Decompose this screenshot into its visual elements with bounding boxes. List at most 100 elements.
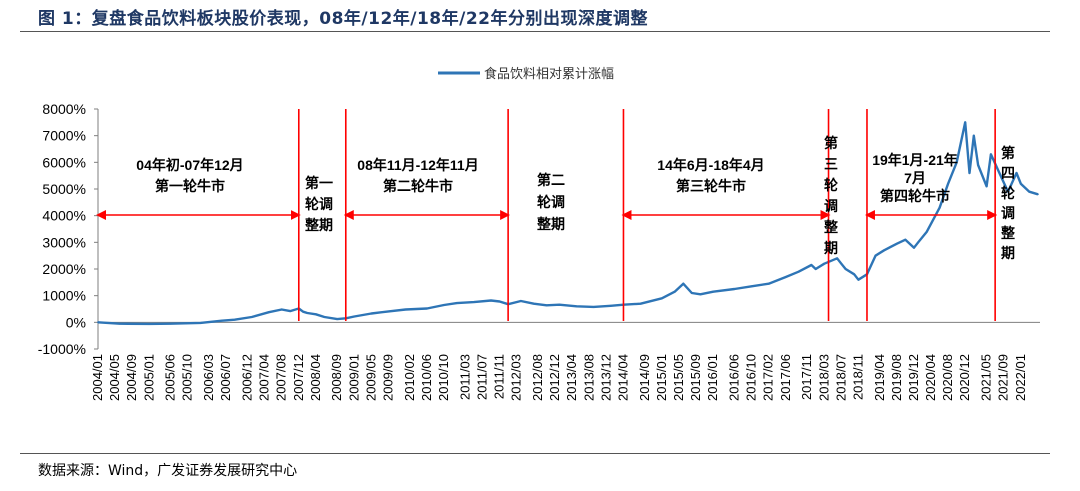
data-point (797, 270, 800, 273)
annotation-line: 轮调 (537, 194, 565, 210)
x-tick-label: 2010/10 (436, 354, 451, 401)
x-tick-label: 2015/09 (688, 354, 703, 401)
data-point (977, 164, 979, 166)
data-point (532, 302, 535, 305)
x-tick-label: 2018/11 (850, 354, 865, 400)
x-tick-label: 2013/04 (564, 354, 579, 401)
data-point (473, 301, 475, 303)
y-tick-label: 5000% (42, 181, 86, 197)
data-point (955, 161, 958, 164)
x-tick-label: 2011/11 (492, 354, 507, 399)
data-point (148, 323, 151, 325)
annotation-line: 轮 (824, 177, 838, 193)
data-point (883, 249, 885, 252)
annotation-line: 整期 (304, 217, 333, 233)
data-point (814, 268, 817, 270)
x-tick-label: 2005/06 (163, 354, 178, 401)
data-point (938, 206, 941, 209)
data-point (673, 290, 676, 293)
data-point (404, 308, 407, 311)
x-tick-label: 2009/05 (363, 354, 378, 401)
data-point (964, 121, 967, 124)
x-tick-label: 2021/05 (979, 354, 994, 401)
x-tick-label: 2019/12 (906, 354, 921, 401)
data-point (968, 172, 971, 174)
data-point (985, 185, 988, 188)
annotation-line: 期 (824, 240, 838, 256)
annotation-line: 期 (1001, 245, 1015, 261)
data-point (97, 321, 99, 324)
x-tick-labels: 2004/01 2004/05 2004/09 2005/01 2005/06 2005/… (90, 354, 1028, 401)
data-point (639, 302, 642, 305)
data-point (784, 276, 787, 278)
data-point (609, 304, 612, 307)
x-tick-label: 2008/04 (308, 354, 323, 401)
y-tick-label: 2000% (42, 261, 86, 277)
data-point (233, 318, 236, 321)
data-point (169, 322, 172, 325)
annotation-line: 7月 (904, 170, 926, 186)
data-point (443, 304, 445, 306)
annotation-line: 第 (824, 135, 838, 151)
x-tick-label: 2013/12 (598, 354, 613, 401)
data-point (1037, 193, 1039, 196)
data-point (1028, 190, 1031, 193)
data-point (810, 264, 813, 266)
x-tick-label: 2013/08 (581, 354, 596, 401)
annotation-line: 第四轮牛市 (880, 188, 950, 204)
data-point (917, 241, 920, 244)
x-tick-label: 2016/01 (705, 354, 720, 401)
x-tick-label: 2014/04 (615, 354, 630, 401)
annotation-line: 调 (824, 198, 838, 214)
x-tick-label: 2019/08 (889, 354, 904, 401)
x-tick-label: 2020/12 (957, 354, 972, 401)
data-point (836, 257, 838, 260)
data-point (925, 230, 928, 233)
data-point (250, 316, 253, 318)
data-point (712, 290, 715, 293)
data-point (323, 316, 326, 318)
y-tick-label: 3000% (42, 234, 86, 250)
annotation-line: 04年初-07年12月 (136, 157, 243, 173)
data-point (844, 268, 847, 270)
x-tick-label: 2022/01 (1013, 354, 1028, 401)
annotation-line: 第二 (537, 172, 565, 188)
x-tick-label: 2006/03 (201, 354, 216, 401)
x-tick-label: 2015/05 (671, 354, 686, 401)
data-point (456, 302, 458, 304)
annotation-line: 08年11月-12年11月 (357, 157, 478, 173)
data-point (387, 310, 390, 313)
data-point (823, 262, 826, 265)
x-tick-label: 2010/06 (419, 354, 434, 401)
x-tick-label: 2004/09 (124, 354, 139, 401)
data-point (268, 311, 270, 314)
data-point (904, 238, 907, 241)
x-tick-label: 2009/09 (381, 354, 396, 401)
legend: 食品饮料相对累计涨幅 (438, 66, 614, 81)
top-rule (20, 31, 1050, 32)
data-point (575, 305, 578, 308)
data-point (1007, 190, 1009, 193)
x-tick-label: 2004/05 (107, 354, 122, 401)
y-tick-label: 1000% (42, 288, 86, 304)
data-point (426, 307, 428, 310)
annotation-line: 轮调 (305, 196, 333, 212)
y-tick-label: 7000% (42, 128, 86, 144)
x-tick-label: 2010/02 (402, 354, 417, 401)
annotation-line: 14年6月-18年4月 (657, 157, 764, 173)
data-point (336, 318, 339, 320)
x-tick-label: 2007/08 (274, 354, 289, 401)
data-point (280, 308, 283, 311)
x-tick-label: 2017/06 (778, 354, 793, 401)
x-tick-label: 2016/06 (727, 354, 742, 401)
annotation-line: 第三轮牛市 (676, 178, 746, 194)
x-tick-label: 2012/03 (509, 354, 524, 401)
annotation-line: 第一 (305, 175, 333, 191)
data-point (913, 246, 915, 249)
data-point (972, 134, 975, 137)
annotation-line: 第二轮牛市 (383, 178, 453, 194)
annotation-line: 19年1月-21年 (872, 152, 958, 168)
x-tick-label: 2014/09 (637, 354, 652, 401)
x-tick-label: 2020/04 (923, 354, 938, 401)
